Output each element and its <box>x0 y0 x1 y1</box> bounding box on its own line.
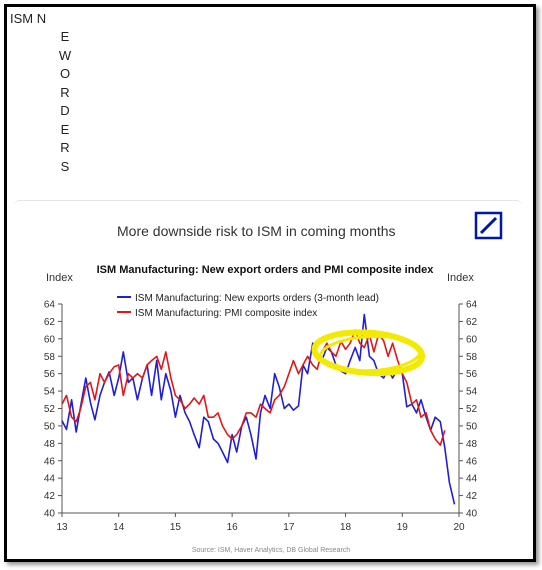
y-tick-label-left: 64 <box>44 300 56 311</box>
x-tick-label: 18 <box>340 522 352 533</box>
y-axis-label-right: Index <box>447 272 474 284</box>
y-ticks-right: 40 42 44 46 48 50 52 54 56 58 60 62 64 <box>459 300 478 520</box>
y-tick-label-right: 46 <box>466 456 478 467</box>
heading-letter: D <box>60 103 70 118</box>
heading-letter: R <box>60 140 70 155</box>
y-tick-label-right: 44 <box>466 474 478 485</box>
y-tick-label-left: 62 <box>44 317 56 328</box>
y-tick-label-right: 64 <box>466 300 478 311</box>
heading-letter: O <box>59 66 71 81</box>
y-tick-label-left: 48 <box>44 439 56 450</box>
y-tick-label-right: 48 <box>466 439 478 450</box>
deutsche-bank-logo <box>474 211 503 240</box>
heading-letter: S <box>60 158 70 174</box>
heading-letter-column: E W O R D E R S <box>10 28 120 176</box>
y-axis-label-left: Index <box>46 272 73 284</box>
y-tick-label-left: 58 <box>44 352 56 363</box>
heading-letter: E <box>60 121 70 137</box>
chart-source: Source: ISM, Haver Analytics, DB Global … <box>192 547 350 554</box>
figure-headline: More downside risk to ISM in coming mont… <box>117 223 396 239</box>
heading-first-line: ISM N <box>10 11 47 26</box>
legend-label-pmi: ISM Manufacturing: PMI composite index <box>135 308 317 319</box>
heading-letter: E <box>60 29 70 44</box>
y-tick-label-left: 40 <box>44 509 56 520</box>
logo-slash <box>479 216 498 235</box>
y-tick-label-right: 50 <box>466 421 478 432</box>
heading-letter: R <box>60 84 70 100</box>
y-tick-label-right: 40 <box>466 509 478 520</box>
y-tick-label-right: 58 <box>466 352 478 363</box>
y-tick-label-left: 42 <box>44 491 56 502</box>
y-tick-label-left: 50 <box>44 421 56 432</box>
highlight-ellipse <box>311 329 426 377</box>
x-tick-label: 13 <box>56 522 68 533</box>
y-tick-label-left: 54 <box>44 387 56 398</box>
x-tick-label: 15 <box>170 522 182 533</box>
y-tick-label-right: 56 <box>466 369 478 380</box>
chart-legend: ISM Manufacturing: New exports orders (3… <box>117 293 379 319</box>
y-ticks-left: 40 42 44 46 48 50 52 54 56 58 60 62 64 <box>44 300 62 520</box>
y-tick-label-right: 54 <box>466 387 478 398</box>
y-tick-label-left: 46 <box>44 456 56 467</box>
y-tick-label-right: 42 <box>466 491 478 502</box>
heading-letter: W <box>58 47 72 63</box>
y-tick-label-left: 60 <box>44 334 56 345</box>
x-ticks: 13 14 15 16 17 18 19 20 <box>56 513 465 533</box>
y-tick-label-right: 52 <box>466 404 478 415</box>
series-line-pmi <box>61 329 446 446</box>
x-tick-label: 17 <box>283 522 295 533</box>
y-tick-label-left: 56 <box>44 369 56 380</box>
y-tick-label-right: 60 <box>466 334 478 345</box>
y-tick-label-left: 44 <box>44 474 56 485</box>
chart-title: ISM Manufacturing: New export orders and… <box>97 264 435 276</box>
logo-square <box>474 211 503 240</box>
legend-label-exports: ISM Manufacturing: New exports orders (3… <box>135 293 379 304</box>
x-tick-label: 14 <box>113 522 125 533</box>
x-tick-label: 19 <box>397 522 409 533</box>
highlight-annotation <box>311 329 426 377</box>
y-tick-label-left: 52 <box>44 404 56 415</box>
y-tick-label-right: 62 <box>466 317 478 328</box>
chart-series <box>61 313 456 505</box>
x-tick-label: 16 <box>227 522 239 533</box>
highlight-ellipse-stroke <box>318 334 422 373</box>
x-tick-label: 20 <box>453 522 465 533</box>
